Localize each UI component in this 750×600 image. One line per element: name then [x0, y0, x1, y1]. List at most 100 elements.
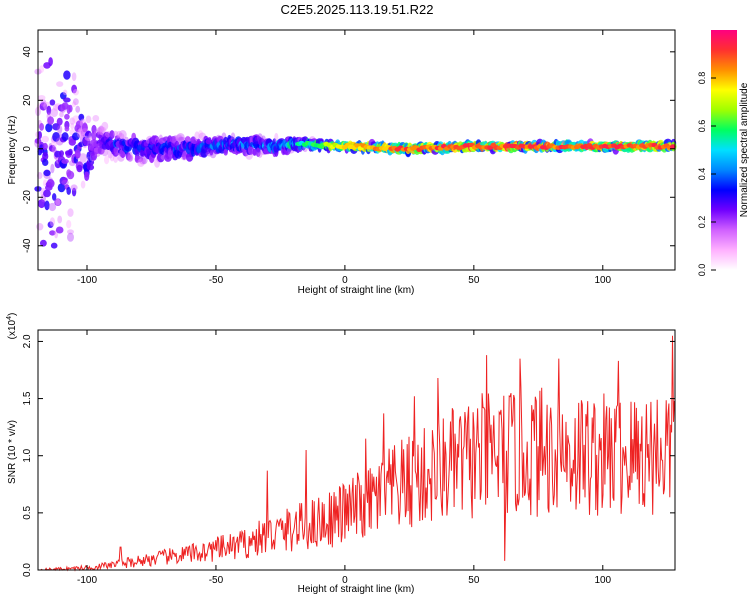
spectrogram-cell — [75, 120, 84, 129]
spectrogram-cell — [61, 179, 69, 186]
snr-x-tick-label: 100 — [594, 575, 611, 586]
spectrogram-cell — [257, 152, 263, 158]
spectrogram-cell — [230, 132, 236, 142]
spectrogram-cell — [40, 239, 47, 247]
spectrogram-cell — [52, 132, 60, 142]
spectrogram-cell — [70, 122, 75, 130]
spectrogram-cell — [73, 98, 79, 106]
spectrogram-cell — [41, 135, 49, 143]
spectrogram-cell — [40, 99, 47, 107]
spectrogram-cells — [34, 57, 677, 249]
spectrogram-cell — [36, 223, 44, 231]
spectrogram-cell — [53, 104, 60, 111]
spectrogram-cell — [67, 208, 74, 217]
spectrogram-cell — [63, 70, 71, 80]
colorbar-ticks: 0.0 0.2 0.4 0.6 0.8 — [697, 72, 716, 277]
spectrogram-cell — [71, 72, 77, 81]
spectrogram-cell — [61, 132, 69, 142]
spectrogram-cell — [42, 142, 48, 151]
spectrogram-cell — [104, 155, 110, 165]
snr-y-axis-label: SNR (10 * v/v) — [7, 420, 18, 484]
spectrogram-cell — [274, 132, 279, 143]
spectrogram-cell — [48, 202, 57, 212]
spectrogram-cell — [37, 95, 46, 101]
spectrogram-cell — [64, 126, 70, 132]
spectrogram-cell — [74, 149, 81, 159]
spectrogram-cell — [198, 130, 203, 139]
spectrogram-cell — [71, 101, 77, 107]
colorbar-tick-label: 0.2 — [697, 216, 707, 229]
spectrogram-x-tick-label: -50 — [209, 275, 224, 286]
spectrogram-cell — [247, 145, 255, 155]
spectrogram-cell — [55, 226, 64, 234]
spectrogram-cell — [61, 158, 69, 164]
spectrogram-cell — [64, 113, 70, 120]
snr-x-tick-label: -50 — [209, 575, 224, 586]
spectrogram-cell — [103, 131, 110, 139]
spectrogram-cell — [98, 125, 104, 133]
spectrogram-cell — [56, 117, 63, 126]
spectrogram-cell — [57, 215, 63, 224]
spectrogram-cell — [66, 220, 72, 229]
spectrogram-cell — [255, 147, 261, 157]
spectrogram-cell — [92, 115, 100, 122]
spectrogram-cell — [47, 116, 54, 125]
colorbar-tick-label: 0.6 — [697, 120, 707, 133]
snr-y-multiplier: (x104) — [6, 313, 18, 340]
spectrogram-cell — [170, 136, 177, 142]
colorbar: 0.0 0.2 0.4 0.6 0.8 Normalized spectral ampl… — [697, 30, 750, 276]
colorbar-tick-label: 0.8 — [697, 72, 707, 85]
spectrogram-cell — [63, 97, 71, 103]
spectrogram-y-axis-label: Frequency (Hz) — [7, 116, 18, 185]
spectrogram-cell — [109, 130, 115, 140]
spectrogram-cell — [68, 104, 73, 113]
spectrogram-cell — [59, 150, 64, 157]
spectrogram-cell — [97, 126, 105, 135]
snr-y-tick-label: 1.0 — [22, 448, 33, 462]
spectrogram-cell — [52, 123, 60, 131]
spectrogram-cell — [101, 147, 109, 157]
colorbar-tick-label: 0.0 — [697, 264, 707, 277]
colorbar-gradient — [711, 30, 737, 270]
spectrogram-frame — [37, 29, 676, 271]
spectrogram-cell — [42, 159, 49, 166]
spectrogram-cell — [71, 187, 77, 197]
spectrogram-cell — [84, 171, 90, 181]
spectrogram-y-tick-label: -20 — [22, 190, 33, 205]
spectrogram-cell — [70, 184, 78, 191]
spectrogram-cell — [78, 113, 85, 121]
spectrogram-cell — [39, 102, 48, 111]
spectrogram-cell — [44, 200, 50, 211]
spectrogram-cell — [84, 134, 93, 141]
spectrogram-cell — [43, 169, 51, 177]
spectrogram-cell — [135, 156, 144, 163]
spectrogram-cell — [62, 177, 68, 183]
spectrogram-cell — [76, 164, 83, 173]
spectrogram-x-axis-label: Height of straight line (km) — [298, 285, 415, 296]
spectrogram-cell — [47, 221, 54, 228]
spectrogram-cell — [39, 123, 44, 131]
spectrogram-cell — [75, 105, 81, 113]
spectrogram-cell — [66, 186, 71, 195]
spectrogram-panel: -100 -50 0 50 100 -40 -20 0 20 40 Height of stra… — [7, 29, 677, 296]
snr-y-ticks: 0.0 0.5 1.0 1.5 2.0 — [22, 334, 675, 577]
spectrogram-cell — [185, 135, 191, 143]
spectrogram-x-tick-label: -100 — [77, 275, 97, 286]
spectrogram-cell — [126, 154, 134, 162]
spectrogram-cell — [174, 134, 183, 141]
spectrogram-cell — [79, 129, 84, 136]
snr-y-tick-label: 0.5 — [22, 505, 33, 519]
snr-series-line — [38, 335, 675, 572]
snr-y-tick-label: 1.5 — [22, 391, 33, 405]
spectrogram-cell — [39, 65, 45, 73]
spectrogram-cell — [49, 144, 56, 152]
colorbar-tick-label: 0.4 — [697, 168, 707, 181]
spectrogram-cell — [91, 130, 97, 141]
spectrogram-cell — [112, 147, 119, 157]
spectrogram-cell — [46, 105, 52, 115]
spectrogram-x-ticks: -100 -50 0 50 100 — [77, 30, 612, 286]
spectrogram-cell — [125, 152, 131, 161]
spectrogram-cell — [50, 242, 58, 249]
snr-x-ticks: -100 -50 0 50 100 — [77, 330, 612, 586]
